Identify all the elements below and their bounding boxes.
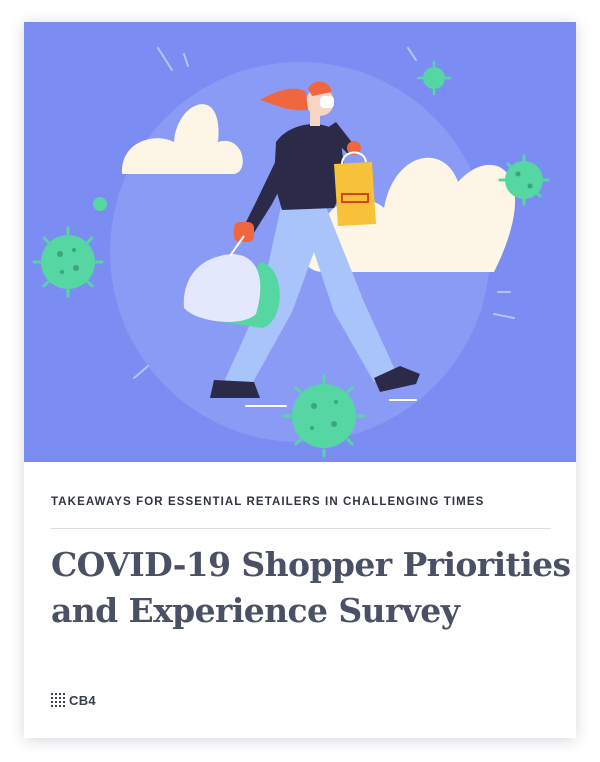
virus-icon: [498, 154, 550, 206]
divider: [51, 528, 551, 529]
shopping-bag-icon: [334, 151, 376, 226]
hero-illustration: [24, 22, 576, 462]
virus-icon: [93, 197, 107, 211]
virus-icon: [282, 374, 366, 458]
report-title: COVID-19 Shopper Priorities and Experien…: [51, 542, 571, 634]
woman-shopper-illustration: [183, 81, 420, 407]
cloud-icon: [121, 104, 243, 174]
brand-logo: CB4: [51, 692, 96, 708]
report-title-line-2: and Experience Survey: [51, 591, 460, 630]
grid-logo-icon: [51, 693, 65, 707]
cloud-icon: [301, 157, 516, 272]
virus-icon: [32, 226, 104, 298]
brand-name: CB4: [69, 692, 96, 708]
shopping-bag-icon: [183, 235, 280, 328]
report-cover: TAKEAWAYS FOR ESSENTIAL RETAILERS IN CHA…: [24, 22, 576, 738]
report-subtitle: TAKEAWAYS FOR ESSENTIAL RETAILERS IN CHA…: [51, 496, 485, 508]
virus-icon: [416, 60, 452, 96]
report-title-line-1: COVID-19 Shopper Priorities: [51, 545, 571, 584]
